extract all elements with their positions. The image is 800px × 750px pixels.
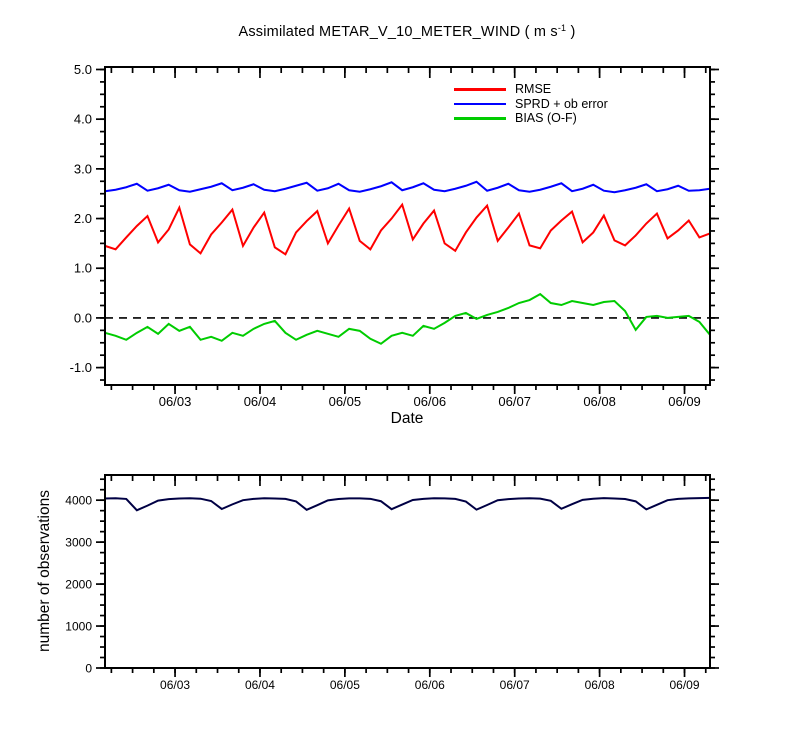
x-major-ticks: 06/03 06/04 06/05 06/06 06/07 06/08 06/09 — [159, 67, 701, 409]
legend-label-sprd-ob-error: SPRD + ob error — [515, 96, 608, 111]
y-tick-label: 1.0 — [74, 261, 92, 276]
y-tick-label: 4000 — [65, 494, 92, 508]
y-major-ticks: -1.0 0.0 1.0 2.0 3.0 4.0 5.0 — [70, 62, 719, 375]
y-tick-label: 4.0 — [74, 112, 92, 127]
x-tick-label: 06/07 — [500, 678, 530, 692]
chart-title: Assimilated METAR_V_10_METER_WIND ( m s-… — [7, 23, 800, 40]
series-line-sprd-ob-error — [104, 180, 711, 194]
legend-label-rmse: RMSE — [515, 82, 552, 97]
legend-item-rmse: RMSE — [454, 82, 608, 97]
y-tick-label: 1000 — [65, 620, 92, 634]
y-axis-label-observations: number of observations — [36, 490, 53, 652]
x-tick-label: 06/05 — [330, 678, 360, 692]
chart-title-superscript: -1 — [557, 23, 567, 33]
x-tick-label: 06/04 — [245, 678, 275, 692]
top-chart: 06/03 06/04 06/05 06/06 06/07 06/08 06/09 -1.0 0… — [70, 62, 719, 409]
bottom-chart: 06/03 06/04 06/05 06/06 06/07 06/08 06/09 0 1000… — [65, 474, 719, 692]
x-tick-label: 06/08 — [585, 678, 615, 692]
legend: RMSE SPRD + ob error BIAS (O-F) — [454, 82, 608, 126]
legend-item-bias-o-f: BIAS (O-F) — [454, 111, 608, 126]
x-tick-label: 06/09 — [668, 394, 701, 409]
legend-swatch-bias-o-f — [454, 117, 506, 120]
y-tick-label: 3000 — [65, 536, 92, 550]
y-tick-label: 5.0 — [74, 62, 92, 77]
y-tick-label: 2.0 — [74, 211, 92, 226]
x-tick-label: 06/05 — [329, 394, 362, 409]
chart-title-suffix: ) — [566, 24, 576, 40]
legend-label-bias-o-f: BIAS (O-F) — [515, 111, 577, 126]
x-axis-label-date: Date — [390, 410, 424, 427]
y-tick-label: -1.0 — [70, 360, 92, 375]
x-tick-label: 06/06 — [414, 394, 447, 409]
plot-border — [104, 66, 711, 386]
series-line-bias-o-f — [104, 292, 711, 345]
x-tick-label: 06/04 — [244, 394, 277, 409]
plot-border — [104, 474, 711, 669]
x-minor-ticks — [110, 475, 707, 673]
y-tick-label: 3.0 — [74, 161, 92, 176]
x-tick-label: 06/03 — [159, 394, 192, 409]
series-line-number-of-observations — [104, 496, 711, 512]
legend-swatch-sprd-ob-error — [454, 102, 506, 105]
legend-item-sprd-ob-error: SPRD + ob error — [454, 97, 608, 112]
y-tick-label: 0.0 — [74, 310, 92, 325]
y-major-ticks: 0 1000 2000 3000 4000 — [65, 494, 719, 676]
x-tick-label: 06/03 — [160, 678, 190, 692]
series-line-rmse — [104, 202, 711, 256]
x-tick-label: 06/07 — [498, 394, 531, 409]
y-tick-label: 2000 — [65, 578, 92, 592]
x-major-ticks: 06/03 06/04 06/05 06/06 06/07 06/08 06/09 — [160, 475, 700, 692]
chart-title-text: Assimilated METAR_V_10_METER_WIND ( m s — [238, 24, 558, 40]
x-tick-label: 06/09 — [670, 678, 700, 692]
y-tick-label: 0 — [85, 662, 92, 676]
x-tick-label: 06/08 — [583, 394, 616, 409]
legend-swatch-rmse — [454, 88, 506, 91]
x-tick-label: 06/06 — [415, 678, 445, 692]
y-minor-ticks — [100, 478, 715, 669]
